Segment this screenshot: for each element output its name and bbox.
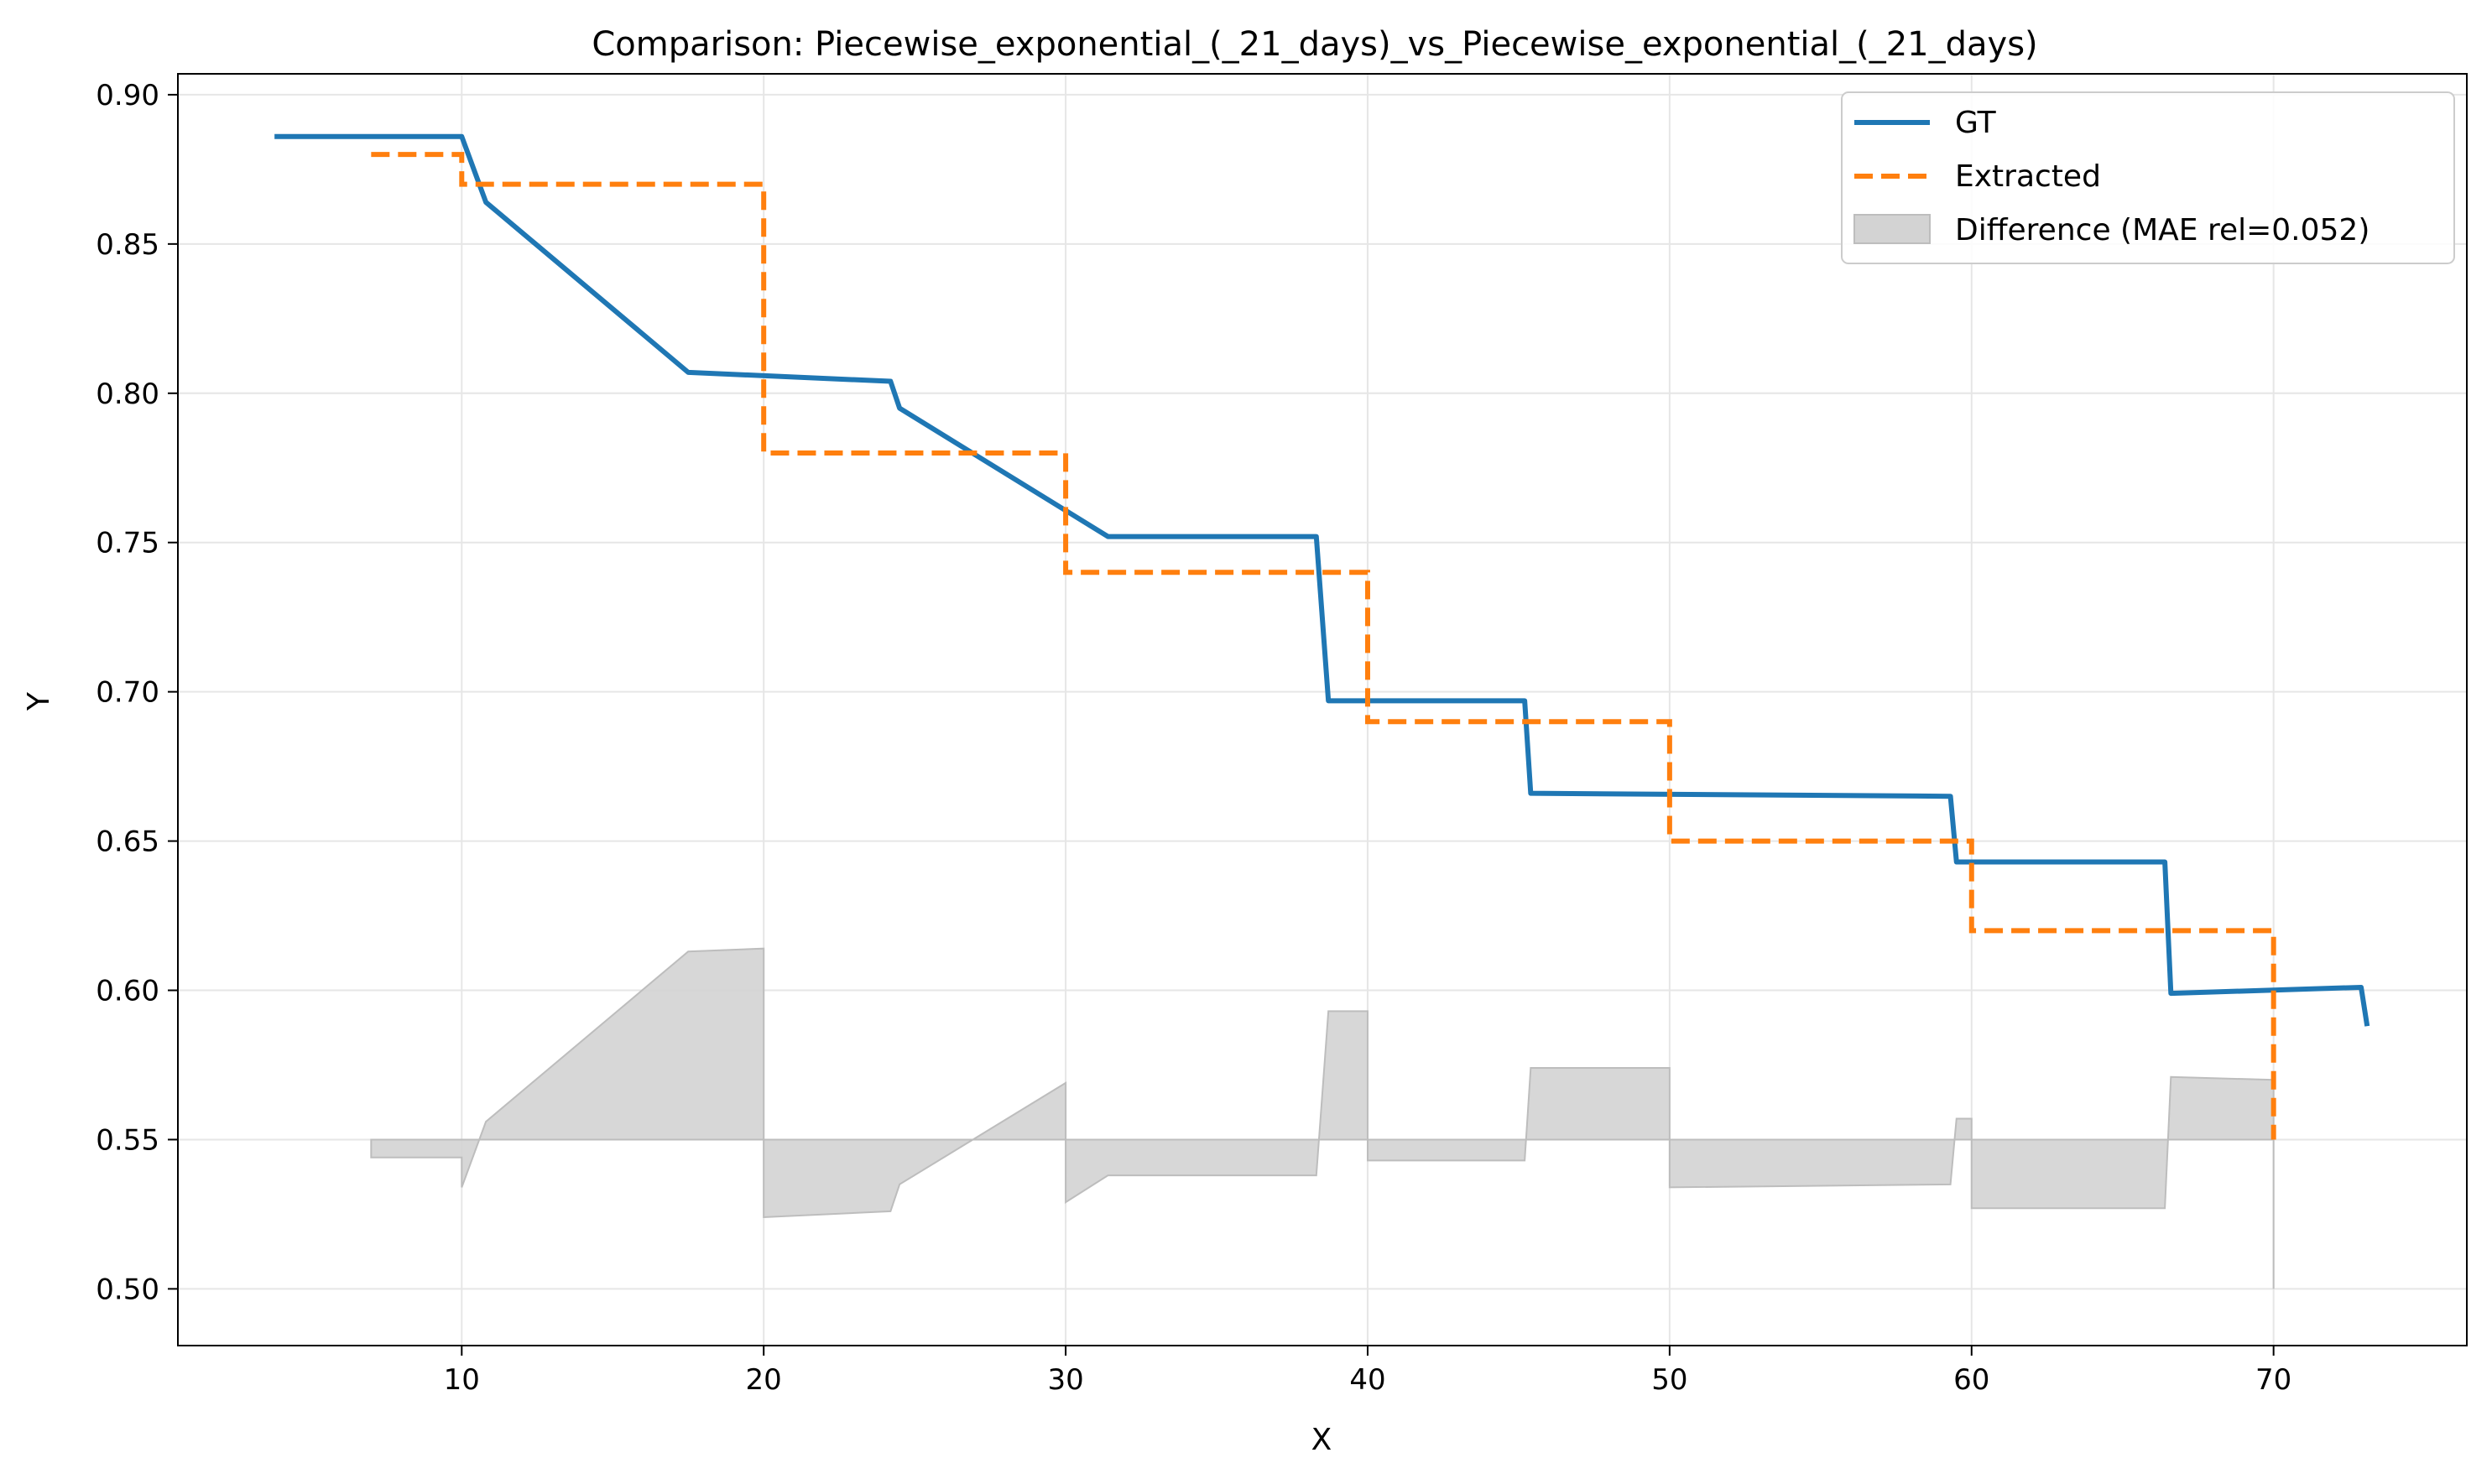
gt-series-line: [274, 133, 2370, 1027]
legend-difference-label: Difference (MAE rel=0.052): [1955, 213, 2369, 247]
y-tick-label: 0.75: [96, 527, 159, 560]
legend-difference-swatch: [1853, 214, 1931, 244]
x-tick-label: 30: [1047, 1363, 1083, 1397]
axes-frame: [177, 73, 2468, 1346]
x-tick-label: 10: [444, 1363, 480, 1397]
legend-gt-label: GT: [1955, 106, 1997, 140]
tick-layer: 10 20 30 40 50 60 70 0.50 0.55 0.60 0.65 0.70 0.75 0.…: [96, 79, 2291, 1397]
x-tick-label: 60: [1953, 1363, 1989, 1397]
series-line-layer: [274, 133, 2370, 1140]
x-tick-label: 40: [1349, 1363, 1385, 1397]
legend: GT Extracted Difference (MAE rel=0.052): [1841, 91, 2455, 264]
y-tick-label: 0.60: [96, 975, 159, 1008]
x-tick-label: 50: [1651, 1363, 1687, 1397]
y-tick-label: 0.65: [96, 825, 159, 859]
y-axis-label: Y: [22, 691, 56, 711]
y-tick-label: 0.50: [96, 1273, 159, 1306]
y-tick-label: 0.85: [96, 228, 159, 262]
legend-extracted-label: Extracted: [1955, 159, 2101, 194]
legend-box: [1841, 91, 2455, 264]
x-tick-label: 70: [2255, 1363, 2291, 1397]
extracted-series-line: [371, 152, 2276, 1140]
y-tick-label: 0.90: [96, 79, 159, 112]
x-axis-label: X: [1311, 1423, 1332, 1457]
y-tick-label: 0.80: [96, 378, 159, 411]
chart-title: Comparison: Piecewise_exponential_(_21_d…: [592, 25, 2037, 64]
y-tick-label: 0.55: [96, 1123, 159, 1157]
x-tick-label: 20: [746, 1363, 782, 1397]
difference-fill-layer: [370, 947, 2275, 1289]
difference-area: [370, 947, 2275, 1289]
y-tick-label: 0.70: [96, 676, 159, 710]
